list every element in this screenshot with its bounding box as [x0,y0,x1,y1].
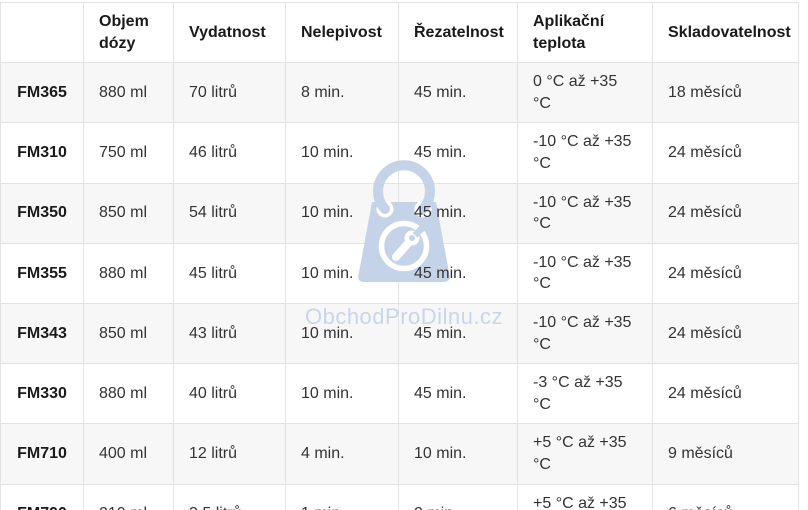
column-header: Skladovatelnost [652,1,799,64]
spec-cell: 10 min. [285,122,399,184]
spec-cell: 54 litrů [173,182,286,244]
column-header: Nelepivost [285,1,399,64]
spec-cell: 9 měsíců [652,423,799,485]
spec-cell: 24 měsíců [652,242,799,304]
header-row: Objem dózy Vydatnost Nelepivost Řezatelnost… [0,1,799,64]
row-label: FM343 [0,302,84,365]
spec-cell: 210 ml [83,483,174,510]
row-label: FM365 [0,62,84,124]
spec-cell: 45 litrů [173,242,286,304]
spec-cell: 3,5 litrů [173,483,286,510]
spec-cell: 40 litrů [173,363,286,425]
spec-cell: -10 °C až +35 °C [517,242,653,304]
spec-cell: 70 litrů [173,62,286,124]
spec-cell: 0 °C až +35 °C [517,62,653,124]
spec-cell: 880 ml [83,62,174,124]
table-row: FM310 750 ml 46 litrů 10 min. 45 min. -10 °C … [0,122,799,184]
column-header: Objem dózy [83,1,174,64]
spec-cell: 45 min. [398,122,518,184]
table-header: Objem dózy Vydatnost Nelepivost Řezatelnost… [0,1,799,64]
spec-cell: 400 ml [83,423,174,485]
spec-cell: 45 min. [398,182,518,244]
table-row: FM365 880 ml 70 litrů 8 min. 45 min. 0 °C až … [0,62,799,124]
spec-cell: 4 min. [285,423,399,485]
row-label: FM710 [0,423,84,485]
spec-cell: +5 °C až +35 °C [517,423,653,485]
table-body: FM365 880 ml 70 litrů 8 min. 45 min. 0 °C až … [0,62,799,510]
spec-cell: 45 min. [398,363,518,425]
spec-cell: 10 min. [285,302,399,365]
spec-cell: 1 min. [285,483,399,510]
spec-cell: 10 min. [285,182,399,244]
spec-cell: 850 ml [83,302,174,365]
corner-cell [0,1,84,64]
column-header: Vydatnost [173,1,286,64]
table-row: FM343 850 ml 43 litrů 10 min. 45 min. -10 °C … [0,302,799,365]
spec-cell: 10 min. [398,423,518,485]
table-row: FM350 850 ml 54 litrů 10 min. 45 min. -10 °C … [0,182,799,244]
spec-cell: 8 min. [285,62,399,124]
spec-cell: 750 ml [83,122,174,184]
spec-cell: 24 měsíců [652,182,799,244]
column-header: Řezatelnost [398,1,518,64]
table-row: FM355 880 ml 45 litrů 10 min. 45 min. -10 °C … [0,242,799,304]
row-label: FM310 [0,122,84,184]
spec-cell: 45 min. [398,62,518,124]
row-label: FM350 [0,182,84,244]
spec-cell: 880 ml [83,363,174,425]
spec-cell: 10 min. [285,242,399,304]
column-header: Aplikační teplota [517,1,653,64]
spec-cell: 6 měsíců [652,483,799,510]
spec-cell: 45 min. [398,242,518,304]
spec-cell: 12 litrů [173,423,286,485]
spec-cell: -3 °C až +35 °C [517,363,653,425]
spec-cell: +5 °C až +35 °C [517,483,653,510]
spec-cell: 850 ml [83,182,174,244]
table-row: FM710 400 ml 12 litrů 4 min. 10 min. +5 °C až… [0,423,799,485]
spec-cell: 24 měsíců [652,363,799,425]
spec-cell: 43 litrů [173,302,286,365]
row-label: FM790 [0,483,84,510]
spec-cell: 18 měsíců [652,62,799,124]
spec-cell: 10 min. [285,363,399,425]
row-label: FM355 [0,242,84,304]
spec-cell: -10 °C až +35 °C [517,122,653,184]
spec-cell: 45 min. [398,302,518,365]
spec-cell: 24 měsíců [652,122,799,184]
spec-cell: -10 °C až +35 °C [517,302,653,365]
spec-cell: 24 měsíců [652,302,799,365]
spec-cell: 46 litrů [173,122,286,184]
spec-cell: 880 ml [83,242,174,304]
row-label: FM330 [0,363,84,425]
spec-cell: 2 min. [398,483,518,510]
table-row: FM330 880 ml 40 litrů 10 min. 45 min. -3 °C a… [0,363,799,425]
spec-cell: -10 °C až +35 °C [517,182,653,244]
